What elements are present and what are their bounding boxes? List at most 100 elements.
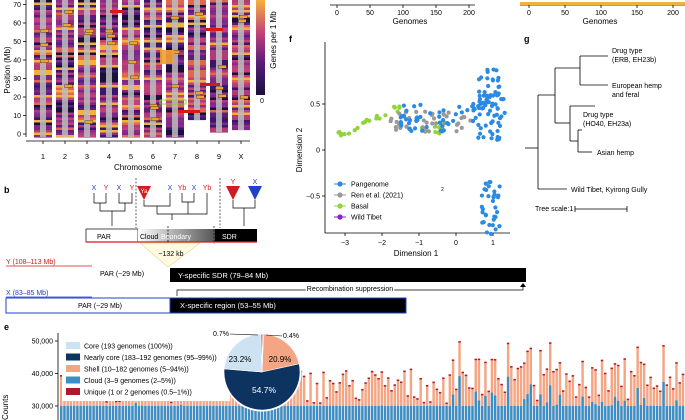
pca-point [393,125,398,130]
cloud-block [138,229,215,242]
stacked-bar-cloud [506,376,510,420]
pca-point [451,118,456,124]
stacked-bar-cloud [425,406,429,420]
stacked-bar [526,350,529,420]
pca-point [483,213,489,218]
pca-point [483,123,488,128]
stacked-bar [377,377,380,420]
pca-point [418,102,423,107]
stacked-bar-cloud [574,406,578,420]
clade-triangle [137,186,151,200]
stacked-bar-unique [357,399,361,401]
stacked-bar [678,382,681,420]
pca-point [501,96,506,102]
stacked-bar-unique [335,391,338,393]
stacked-bar [649,376,652,420]
pca-point [440,117,446,123]
stacked-bar [419,377,422,420]
stacked-bar-cloud [92,406,95,420]
pca-point [470,104,475,109]
pca-point [465,108,470,113]
stacked-bar-unique [367,377,371,380]
stacked-bar-cloud [636,387,639,420]
panel-f-ytick: 0.5 [310,102,320,109]
tip-european-1: European hemp [612,83,662,90]
stacked-bar-cloud [238,406,241,420]
stacked-bar [234,389,238,420]
stacked-bar [516,367,520,420]
stacked-bar-cloud [105,406,108,420]
stacked-bar-unique [665,384,668,386]
stacked-bar-cloud [484,395,487,420]
stacked-bar-unique [338,382,341,384]
stacked-bar-cloud [118,406,121,420]
panel-e-ytick: 30,000 [32,404,54,411]
stacked-bar [675,362,678,420]
chromosome-label: X [238,152,243,161]
tree-tip: Y [104,185,109,192]
pca-point [485,69,490,74]
panel-f-xtick: −3 [341,240,349,247]
stacked-bar-cloud [299,406,303,420]
pca-point [487,222,492,228]
stacked-bar [659,390,662,420]
top-right-tick: 50 [561,10,569,17]
stacked-bar-cloud [383,406,387,420]
legend-marker [337,214,343,220]
stacked-bar-cloud [189,406,192,420]
pca-point [432,124,438,129]
stacked-bar [409,368,413,420]
stacked-bar [532,384,536,420]
stacked-bar-cloud [144,406,147,420]
pca-point [438,128,443,133]
stacked-bar [380,371,384,420]
pca-point [336,130,341,135]
stacked-bar-unique [516,367,520,370]
stacked-bar-cloud [147,406,150,420]
stacked-bar-cloud [212,406,215,420]
stacked-bar [484,361,487,420]
stacked-bar-unique [678,382,681,384]
stacked-bar [468,387,471,420]
cloud-label: Cloud [140,234,158,241]
pca-point [454,129,459,134]
stacked-bar [464,374,468,420]
stacked-bar [374,374,377,420]
pca-point [423,109,428,114]
chromosome-6 [144,0,162,138]
stacked-bar-unique [351,379,354,382]
pca-point [481,135,486,140]
stacked-bar-cloud [273,406,277,420]
stacked-bar-cloud [176,406,180,420]
panel-f-xlabel: Dimension 1 [394,249,439,258]
top-left-tick: 150 [430,10,442,17]
stacked-bar-cloud [597,406,600,420]
stacked-bar [173,390,176,420]
stacked-bar-cloud [157,406,160,420]
x-par-label: PAR (~29 Mb) [78,303,122,310]
top-right-tick: 0 [527,10,531,17]
stacked-bar-cloud [448,406,452,420]
pca-point [484,187,489,193]
stacked-bar [364,382,367,420]
panel-g-letter: g [524,34,530,44]
y-par-label: PAR (~29 Mb) [100,271,144,278]
stacked-bar [629,370,633,420]
pca-point [437,110,442,115]
stacked-bar-unique [558,362,562,364]
stacked-bar-unique [623,358,626,360]
stacked-bar [548,342,552,420]
stacked-bar-cloud [642,398,646,420]
pca-point [418,114,423,120]
stacked-bar-cloud [374,406,377,420]
stacked-bar-unique [170,401,173,404]
stacked-bar [228,386,231,420]
panel-e-letter: e [4,322,9,332]
stacked-bar-cloud [276,406,280,420]
legend-background [62,339,230,401]
stacked-bar-cloud [610,405,613,420]
legend-label: Cloud (3–9 genomes (2–5%)) [84,378,176,385]
stacked-bar-cloud [532,406,536,420]
stacked-bar [513,378,516,420]
pca-point [407,126,412,131]
